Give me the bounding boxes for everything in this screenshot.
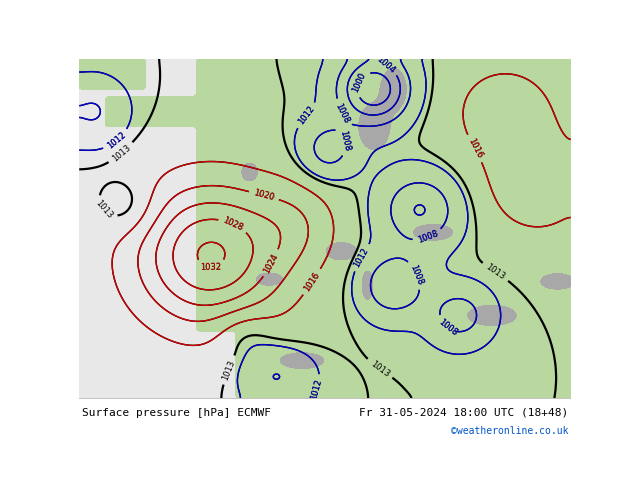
Text: 1000: 1000 [351, 71, 367, 94]
Text: 1013: 1013 [110, 143, 132, 163]
Text: Surface pressure [hPa] ECMWF: Surface pressure [hPa] ECMWF [82, 408, 271, 418]
Text: 1008: 1008 [339, 129, 352, 152]
Text: 1004: 1004 [375, 54, 396, 75]
Text: 1013: 1013 [368, 359, 391, 379]
Text: 1028: 1028 [222, 216, 245, 233]
Text: 1008: 1008 [333, 102, 351, 125]
Text: 1024: 1024 [262, 252, 280, 274]
Text: 1012: 1012 [353, 246, 370, 269]
Text: 1012: 1012 [297, 104, 316, 127]
Text: 1012: 1012 [106, 130, 127, 151]
Text: 1012: 1012 [353, 246, 370, 269]
Text: 1008: 1008 [417, 229, 439, 245]
Text: 1008: 1008 [417, 229, 439, 245]
Text: Fr 31-05-2024 18:00 UTC (18+48): Fr 31-05-2024 18:00 UTC (18+48) [359, 408, 568, 418]
Text: 1008: 1008 [339, 129, 352, 152]
Text: 1008: 1008 [437, 318, 459, 338]
Text: 1008: 1008 [408, 263, 425, 286]
Text: 1013: 1013 [484, 262, 507, 281]
Text: 1008: 1008 [437, 318, 459, 338]
Text: 1016: 1016 [466, 137, 484, 160]
Text: 1012: 1012 [106, 130, 127, 151]
Text: ©weatheronline.co.uk: ©weatheronline.co.uk [451, 426, 568, 436]
Text: 1032: 1032 [200, 263, 222, 272]
Text: 1024: 1024 [262, 252, 280, 274]
Text: 1000: 1000 [351, 71, 367, 94]
Text: 1016: 1016 [466, 137, 484, 160]
Text: 1004: 1004 [375, 54, 396, 75]
Text: 1012: 1012 [309, 378, 324, 401]
Text: 1008: 1008 [333, 102, 351, 125]
Text: 1020: 1020 [253, 189, 275, 202]
Text: 1012: 1012 [309, 378, 324, 401]
Text: 1016: 1016 [302, 270, 321, 293]
Text: 1013: 1013 [221, 359, 237, 381]
Text: 1013: 1013 [93, 199, 114, 221]
Text: 1032: 1032 [200, 263, 222, 272]
Text: 1028: 1028 [222, 216, 245, 233]
Text: 1008: 1008 [408, 263, 425, 286]
Text: 1012: 1012 [297, 104, 316, 127]
Text: 1020: 1020 [253, 189, 275, 202]
Text: 1016: 1016 [302, 270, 321, 293]
